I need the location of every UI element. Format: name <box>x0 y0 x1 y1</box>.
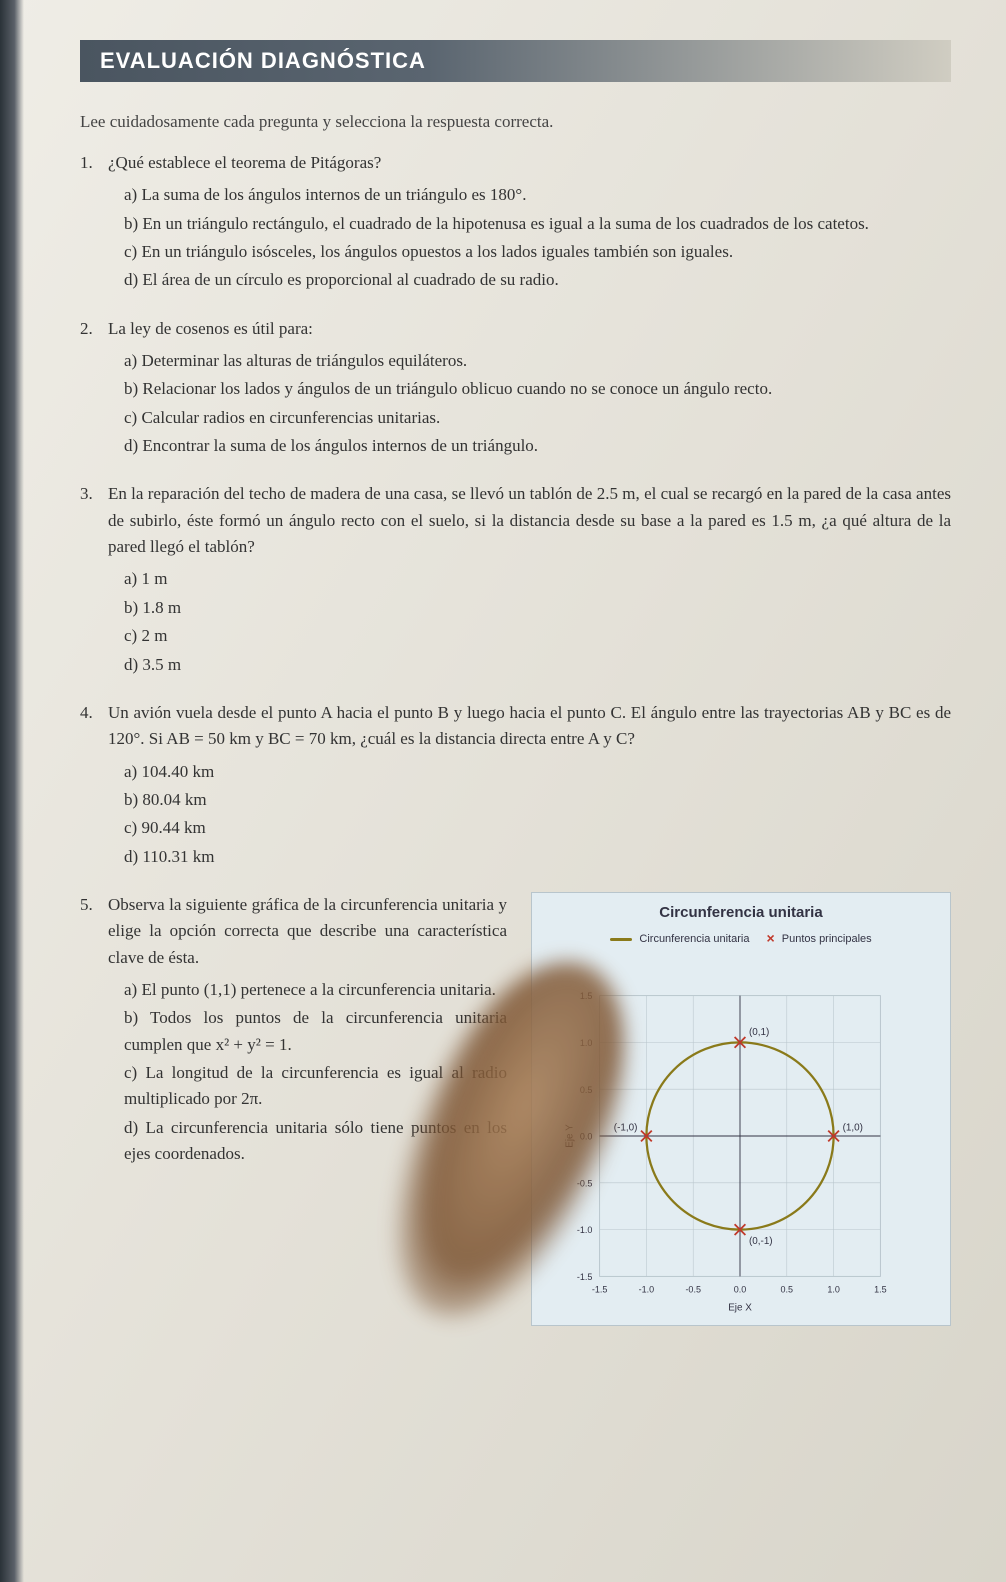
svg-text:-0.5: -0.5 <box>577 1178 593 1188</box>
svg-text:(0,1): (0,1) <box>749 1027 769 1038</box>
q4-number: 4. <box>80 700 93 726</box>
svg-text:-1.0: -1.0 <box>639 1284 655 1294</box>
q2-number: 2. <box>80 316 93 342</box>
svg-text:Eje X: Eje X <box>728 1302 752 1313</box>
q3-opt-a: a) 1 m <box>124 566 951 592</box>
unit-circle-chart: Circunferencia unitaria Circunferencia u… <box>531 892 951 1327</box>
svg-text:1.0: 1.0 <box>827 1284 840 1294</box>
q3-number: 3. <box>80 481 93 507</box>
q3-options: a) 1 m b) 1.8 m c) 2 m d) 3.5 m <box>108 566 951 677</box>
svg-text:0.5: 0.5 <box>781 1284 794 1294</box>
svg-text:0.5: 0.5 <box>580 1085 593 1095</box>
question-1: 1. ¿Qué establece el teorema de Pitágora… <box>80 150 951 294</box>
question-2: 2. La ley de cosenos es útil para: a) De… <box>80 316 951 460</box>
q2-opt-c: c) Calcular radios en circunferencias un… <box>124 405 951 431</box>
q4-text: Un avión vuela desde el punto A hacia el… <box>108 703 951 748</box>
svg-text:(1,0): (1,0) <box>843 1122 863 1133</box>
q2-opt-d: d) Encontrar la suma de los ángulos inte… <box>124 433 951 459</box>
q4-options: a) 104.40 km b) 80.04 km c) 90.44 km d) … <box>108 759 951 870</box>
svg-text:-1.5: -1.5 <box>577 1272 593 1282</box>
intro-text: Lee cuidadosamente cada pregunta y selec… <box>80 112 951 132</box>
svg-text:0.0: 0.0 <box>580 1131 593 1141</box>
svg-text:(0,-1): (0,-1) <box>749 1236 773 1247</box>
q1-opt-b: b) En un triángulo rectángulo, el cuadra… <box>124 211 951 237</box>
svg-text:1.0: 1.0 <box>580 1038 593 1048</box>
q4-opt-a: a) 104.40 km <box>124 759 951 785</box>
svg-text:-0.5: -0.5 <box>685 1284 701 1294</box>
chart-title: Circunferencia unitaria <box>540 901 942 924</box>
svg-text:0.0: 0.0 <box>734 1284 747 1294</box>
q1-opt-d: d) El área de un círculo es proporcional… <box>124 267 951 293</box>
q1-opt-c: c) En un triángulo isósceles, los ángulo… <box>124 239 951 265</box>
q3-opt-b: b) 1.8 m <box>124 595 951 621</box>
q2-opt-b: b) Relacionar los lados y ángulos de un … <box>124 376 951 402</box>
q5-options: a) El punto (1,1) pertenece a la circunf… <box>108 977 507 1167</box>
q5-text: Observa la siguiente gráfica de la circu… <box>108 895 507 967</box>
page: EVALUACIÓN DIAGNÓSTICA Lee cuidadosament… <box>0 0 1006 1582</box>
q5-opt-a: a) El punto (1,1) pertenece a la circunf… <box>124 977 507 1003</box>
q4-opt-b: b) 80.04 km <box>124 787 951 813</box>
section-header: EVALUACIÓN DIAGNÓSTICA <box>80 40 951 82</box>
q1-options: a) La suma de los ángulos internos de un… <box>108 182 951 293</box>
q5-opt-c: c) La longitud de la circunferencia es i… <box>124 1060 507 1113</box>
question-5: 5. Observa la siguiente gráfica de la ci… <box>80 892 951 1327</box>
q4-opt-c: c) 90.44 km <box>124 815 951 841</box>
legend-point-swatch: × <box>767 928 775 950</box>
svg-text:(-1,0): (-1,0) <box>614 1122 638 1133</box>
question-3: 3. En la reparación del techo de madera … <box>80 481 951 677</box>
q5-number: 5. <box>80 892 93 918</box>
svg-text:-1.5: -1.5 <box>592 1284 608 1294</box>
legend-point-label: Puntos principales <box>782 933 872 945</box>
q2-options: a) Determinar las alturas de triángulos … <box>108 348 951 459</box>
question-list: 1. ¿Qué establece el teorema de Pitágora… <box>80 150 951 1326</box>
chart-svg: (1,0) (0,1) (-1,0) (0,-1) -1.5 -1.0 -0.5 0.0 0.5… <box>540 956 940 1316</box>
q2-text: La ley de cosenos es útil para: <box>108 319 313 338</box>
q1-opt-a: a) La suma de los ángulos internos de un… <box>124 182 951 208</box>
q1-text: ¿Qué establece el teorema de Pitágoras? <box>108 153 381 172</box>
svg-text:Eje Y: Eje Y <box>565 1124 576 1148</box>
q3-text: En la reparación del techo de madera de … <box>108 484 951 556</box>
q2-opt-a: a) Determinar las alturas de triángulos … <box>124 348 951 374</box>
book-gutter <box>0 0 24 1582</box>
svg-text:1.5: 1.5 <box>874 1284 887 1294</box>
q5-opt-d: d) La circunferencia unitaria sólo tiene… <box>124 1115 507 1168</box>
svg-text:1.5: 1.5 <box>580 991 593 1001</box>
chart-legend: Circunferencia unitaria × Puntos princip… <box>540 928 942 950</box>
q4-opt-d: d) 110.31 km <box>124 844 951 870</box>
svg-text:-1.0: -1.0 <box>577 1225 593 1235</box>
question-4: 4. Un avión vuela desde el punto A hacia… <box>80 700 951 870</box>
legend-line-label: Circunferencia unitaria <box>639 933 749 945</box>
q1-number: 1. <box>80 150 93 176</box>
q3-opt-c: c) 2 m <box>124 623 951 649</box>
q3-opt-d: d) 3.5 m <box>124 652 951 678</box>
q5-opt-b: b) Todos los puntos de la circunferencia… <box>124 1005 507 1058</box>
legend-line-swatch <box>610 938 632 941</box>
